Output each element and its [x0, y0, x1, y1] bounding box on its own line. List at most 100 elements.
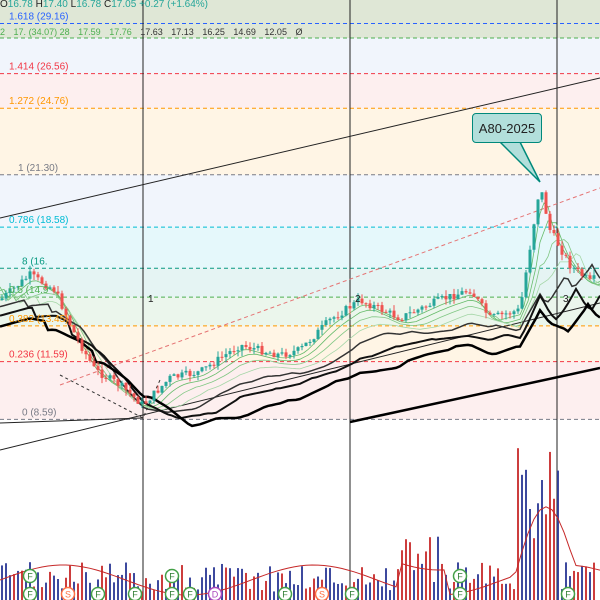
candle-body	[504, 313, 508, 315]
ma-value: 17.59	[78, 27, 101, 37]
volume-bar	[433, 582, 435, 600]
candle-body	[584, 275, 588, 277]
base-line	[0, 417, 144, 424]
volume-bar	[593, 562, 595, 600]
event-marker: F	[344, 586, 360, 600]
volume-bar	[1, 565, 3, 600]
candle	[468, 288, 472, 295]
candle	[168, 374, 172, 387]
candle-body	[52, 287, 56, 292]
candle-body	[240, 345, 244, 351]
candle	[56, 286, 60, 295]
candle-body	[336, 317, 340, 319]
candle	[96, 361, 100, 376]
candle	[24, 275, 28, 281]
candle	[328, 317, 332, 325]
volume-bar	[573, 570, 575, 600]
fib-zone	[0, 174, 600, 228]
candle-body	[388, 310, 392, 313]
candle-body	[580, 269, 584, 276]
event-marker-circle	[164, 586, 180, 600]
candle-body	[296, 347, 300, 351]
candle-body	[136, 396, 140, 404]
candle	[284, 348, 288, 360]
candle	[300, 343, 304, 351]
candle	[564, 252, 568, 259]
event-marker: F	[127, 586, 143, 600]
volume-bar	[373, 574, 375, 600]
candle	[0, 294, 4, 301]
volume-bar	[493, 576, 495, 600]
candle	[28, 265, 32, 285]
candle-body	[88, 354, 92, 361]
moving-average-line	[0, 239, 600, 410]
volume-bar	[13, 574, 15, 600]
volume-bar	[417, 553, 419, 600]
candle	[48, 285, 52, 290]
candle-body	[232, 351, 236, 353]
candle	[480, 297, 484, 307]
event-marker-circle	[344, 586, 360, 600]
volume-bar	[221, 563, 223, 600]
candle-body	[364, 303, 368, 305]
ma-value: 28	[59, 27, 70, 37]
candle-body	[152, 390, 156, 401]
volume-bar	[577, 572, 579, 600]
event-marker-circle	[22, 586, 38, 600]
candle-body	[448, 294, 452, 300]
candle	[276, 352, 280, 362]
candle	[484, 300, 488, 319]
candle	[552, 225, 556, 236]
volume-bar	[229, 568, 231, 600]
candle	[588, 272, 592, 281]
candle	[456, 289, 460, 300]
candle	[424, 305, 428, 311]
candle-body	[536, 199, 540, 225]
candle-body	[236, 350, 240, 352]
event-marker-label: F	[565, 590, 571, 600]
candle	[384, 309, 388, 314]
volume-bar	[273, 591, 275, 600]
annotation-callout[interactable]: A80-2025	[472, 113, 542, 143]
event-marker-label: F	[457, 590, 463, 600]
candle-body	[492, 314, 496, 316]
event-marker-label: F	[132, 590, 138, 600]
candle	[236, 346, 240, 357]
volume-bar	[333, 582, 335, 600]
volume-bar	[101, 565, 103, 600]
candle-body	[420, 306, 424, 310]
candle	[264, 351, 268, 356]
volume-bar	[289, 570, 291, 600]
candle-body	[304, 342, 308, 347]
candle-body	[332, 317, 336, 319]
candle-body	[168, 375, 172, 382]
volume-bar	[401, 550, 403, 600]
fib-label: 0.382 (13.45)	[9, 314, 69, 325]
candle-body	[180, 372, 184, 378]
candle-body	[412, 312, 416, 314]
candle	[440, 294, 444, 300]
event-marker-circle	[60, 586, 76, 600]
candle	[364, 302, 368, 308]
event-marker-label: F	[169, 590, 175, 600]
candle-body	[544, 192, 548, 214]
volume-bar	[177, 578, 179, 600]
volume-bar	[485, 583, 487, 600]
candle	[72, 324, 76, 333]
candle	[352, 300, 356, 311]
candle	[336, 311, 340, 321]
ma-value: 2	[0, 27, 6, 37]
event-markers: FF S F FFF F D F S FFF F	[22, 568, 576, 600]
moving-average-line	[0, 263, 600, 414]
candle	[164, 381, 168, 389]
volume-bar	[301, 566, 303, 600]
volume-bar	[257, 572, 259, 600]
volume-bar	[81, 562, 83, 600]
channel-upper-line	[0, 77, 600, 219]
candle	[560, 240, 564, 261]
volume-bar	[389, 590, 391, 600]
candle	[536, 199, 540, 227]
candle	[88, 351, 92, 363]
candle-body	[48, 287, 52, 289]
